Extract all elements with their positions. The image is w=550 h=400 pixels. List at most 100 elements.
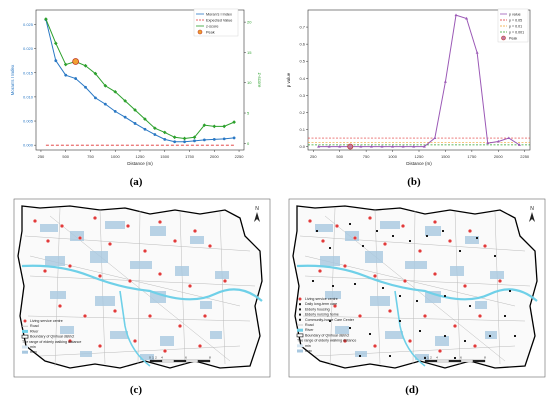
care-facility-marker [444,335,446,337]
legend-label: min [305,344,311,348]
data-point [44,17,48,21]
service-centre-marker [198,344,202,348]
scale-label: 4 [436,356,438,360]
scale-bar-segment [185,359,199,363]
service-centre-marker [108,242,112,246]
chart-a: 250 500 750 1000 1250 1500 1750 2000 2250 0.000 0.… [10,8,262,166]
data-point [143,117,147,121]
service-centre-marker [113,309,117,313]
legend-swatch [299,318,301,321]
y-tick-label: 0.0 [299,144,305,149]
care-facility-marker [424,357,426,359]
data-point [153,133,157,136]
care-facility-marker [464,340,466,342]
scale-bar-segment [460,359,474,363]
caption-c: (c) [129,384,143,396]
data-point [94,96,97,100]
legend-label: min [30,345,36,349]
x-tick-label: 500 [336,154,343,159]
legend-label: River [305,328,314,332]
service-centre-marker [353,236,357,240]
x-tick-label: 2000 [210,154,220,159]
service-centre-marker [358,314,362,318]
legend-label: Living service centre [305,297,338,301]
walking-zone [475,301,487,309]
walking-zone [320,256,340,266]
walking-zone [70,231,84,241]
caption-d: (d) [405,384,419,396]
walking-zone [465,236,479,244]
walking-zone [315,224,333,232]
service-centre-marker [60,224,64,228]
road [39,345,241,357]
y-tick-label: 0.015 [23,70,34,75]
care-facility-marker [399,320,401,322]
scale-bar-segment [161,359,175,363]
north-label: N [255,206,259,212]
service-centre-marker [193,229,197,233]
service-centre-marker [453,324,457,328]
legend-swatch [299,313,301,316]
service-centre-marker [158,272,162,276]
river [296,264,538,302]
district-boundary [17,205,263,369]
scale-bar-segment [424,359,438,363]
x-tick-label: 250 [310,154,317,159]
y-tick-label: 0.2 [299,110,305,115]
service-centre-marker [126,224,130,228]
walking-zone [355,351,367,357]
legend-label: max [305,349,312,353]
y-tick-label: 0.025 [23,22,34,27]
service-centre-marker [158,220,162,224]
service-centre-marker [178,324,182,328]
legend-swatch [22,329,28,333]
data-point [143,127,147,131]
care-facility-marker [382,287,384,289]
service-centre-marker [448,239,452,243]
service-centre-marker [321,239,325,243]
legend-swatch [296,333,304,338]
legend-label: Peak [509,36,517,40]
data-point [54,59,58,63]
walking-zone [60,326,74,334]
service-centre-marker [133,339,137,343]
y2-tick-label: 0 [247,141,250,146]
care-facility-marker [442,230,444,232]
legend-label: p = 0.001 [509,30,524,34]
legend-swatch [297,349,303,353]
service-centre-marker [438,349,442,353]
data-point [232,136,236,140]
road [54,207,61,367]
x-tick-label: 1000 [111,154,121,159]
x-axis-label: Distance (m) [406,161,432,166]
service-centre-marker [68,339,72,343]
y-tick-label: 0.1 [299,127,305,132]
walking-zone [40,224,58,232]
service-centre-marker [383,242,387,246]
series-line [45,18,235,139]
walking-zone [380,221,400,229]
walking-zone [45,256,65,266]
care-facility-marker [332,285,334,287]
service-centre-marker [208,244,212,248]
x-tick-label: 500 [62,154,69,159]
road [99,209,106,365]
service-centre-marker [148,314,152,318]
legend-label: max [30,350,37,354]
north-label: N [530,206,534,212]
service-centre-marker [68,264,72,268]
service-centre-marker [163,349,167,353]
legend-label: Daily long-term care [305,302,337,306]
x-tick-label: 2000 [494,154,504,159]
care-facility-marker [312,280,314,282]
legend-swatch [297,328,303,332]
data-point [507,136,511,140]
data-point [222,137,226,141]
legend-label: Boundary of Qinhuai district [305,333,349,337]
road [304,275,531,287]
service-centre-marker [433,272,437,276]
scale-bar-segment [197,359,211,363]
scale-label: 0 [149,356,151,360]
scale-label: 6 [460,356,462,360]
legend-label: p = 0.05 [509,18,522,22]
